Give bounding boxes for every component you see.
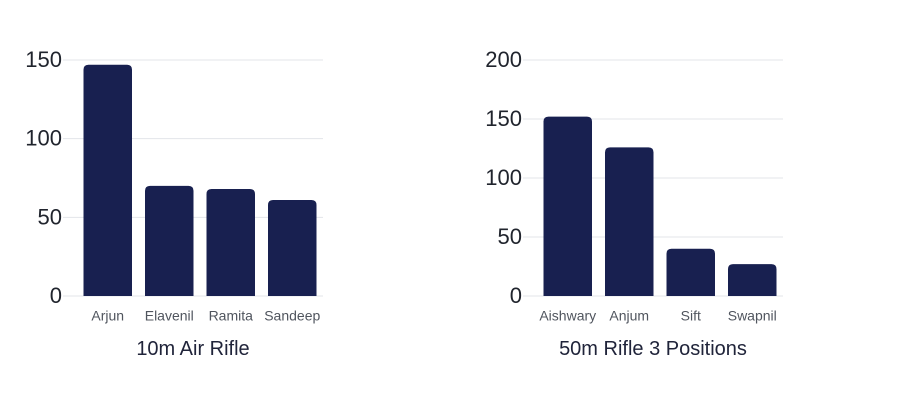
svg-text:Ramita: Ramita [209, 308, 254, 324]
svg-text:100: 100 [485, 165, 522, 190]
svg-text:Elavenil: Elavenil [145, 308, 194, 324]
svg-text:Sandeep: Sandeep [264, 308, 320, 324]
svg-text:Anjum: Anjum [609, 308, 649, 324]
svg-text:0: 0 [510, 283, 522, 308]
svg-text:100: 100 [25, 126, 62, 151]
svg-text:0: 0 [50, 283, 62, 308]
svg-text:50: 50 [498, 224, 522, 249]
svg-text:Sift: Sift [681, 308, 701, 324]
svg-text:Swapnil: Swapnil [728, 308, 777, 324]
svg-text:200: 200 [485, 47, 522, 72]
svg-text:50: 50 [38, 204, 62, 229]
svg-text:150: 150 [25, 47, 62, 72]
svg-text:Arjun: Arjun [91, 308, 124, 324]
svg-text:Aishwary: Aishwary [539, 308, 596, 324]
svg-text:150: 150 [485, 106, 522, 131]
